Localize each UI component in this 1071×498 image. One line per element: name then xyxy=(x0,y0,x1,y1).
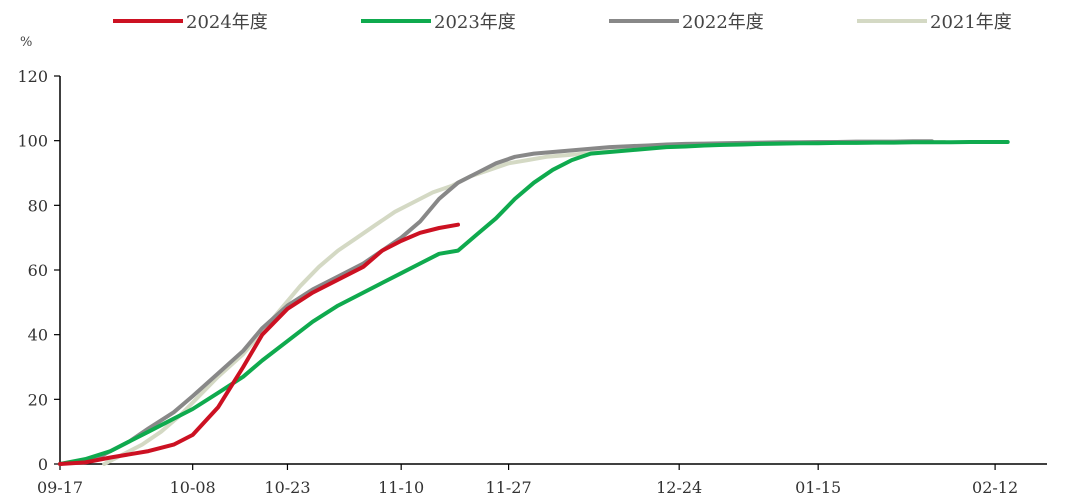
y-tick-label: 80 xyxy=(28,196,48,215)
x-tick-label: 12-24 xyxy=(656,478,702,497)
x-tick-label: 02-12 xyxy=(972,478,1018,497)
y-tick-label: 100 xyxy=(17,132,48,151)
x-tick-label: 10-08 xyxy=(170,478,216,497)
x-tick-label: 10-23 xyxy=(264,478,310,497)
y-ticks: 0 20 40 60 80 100 120 xyxy=(17,67,60,474)
y-tick-label: 40 xyxy=(28,326,48,345)
legend-label: 2022年度 xyxy=(682,12,764,33)
x-tick-label: 11-10 xyxy=(378,478,424,497)
series-group xyxy=(58,139,1010,466)
x-tick-label: 01-15 xyxy=(795,478,841,497)
y-tick-label: 0 xyxy=(38,455,48,474)
y-tick-label: 120 xyxy=(17,67,48,86)
x-tick-label: 09-17 xyxy=(37,478,83,497)
legend-label: 2021年度 xyxy=(930,12,1012,33)
y-tick-label: 20 xyxy=(28,390,48,409)
x-ticks: 09-17 10-08 10-23 11-10 11-27 12-24 01-15 02-12 xyxy=(37,464,1018,497)
series-line-2023年度 xyxy=(58,140,1010,466)
series-line-2022年度 xyxy=(89,139,934,463)
legend-label: 2024年度 xyxy=(186,12,268,33)
series-line-2024年度 xyxy=(58,222,460,466)
y-axis-unit: % xyxy=(20,35,32,50)
axes xyxy=(59,76,1047,465)
x-tick-label: 11-27 xyxy=(486,478,532,497)
y-tick-label: 60 xyxy=(28,261,48,280)
legend-label: 2023年度 xyxy=(434,12,516,33)
legend: 2024年度 2023年度 2022年度 2021年度 xyxy=(113,12,1012,33)
